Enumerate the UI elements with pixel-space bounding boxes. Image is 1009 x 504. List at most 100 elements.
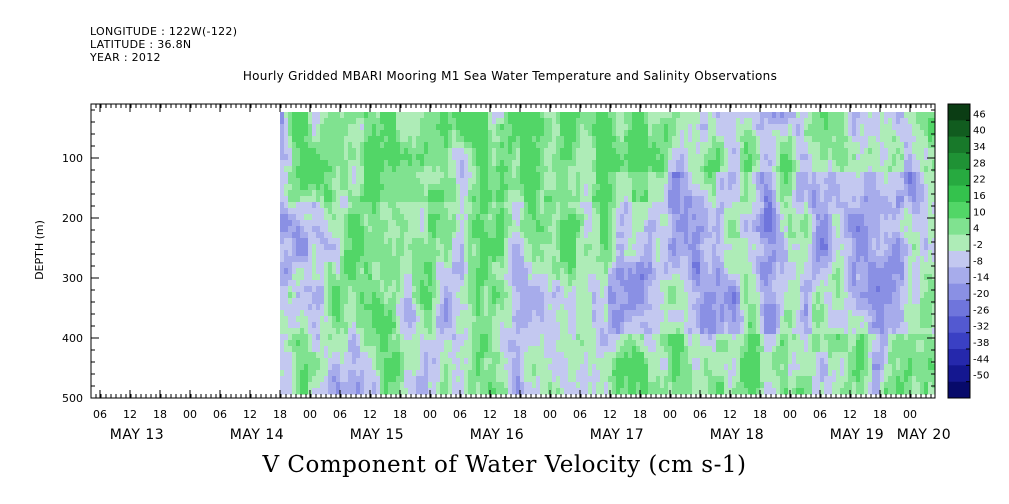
heatmap-cell (428, 268, 433, 275)
heatmap-cell (488, 340, 493, 347)
heatmap-cell (368, 160, 373, 167)
heatmap-cell (632, 166, 637, 173)
heatmap-cell (632, 376, 637, 383)
heatmap-cell (656, 304, 661, 311)
heatmap-cell (348, 316, 353, 323)
heatmap-cell (284, 274, 289, 281)
heatmap-cell (648, 358, 653, 365)
heatmap-cell (444, 148, 449, 155)
heatmap-cell (656, 160, 661, 167)
heatmap-cell (684, 124, 689, 131)
heatmap-cell (672, 256, 677, 263)
heatmap-cell (524, 304, 529, 311)
heatmap-cell (440, 220, 445, 227)
heatmap-cell (580, 310, 585, 317)
heatmap-cell (472, 346, 477, 353)
heatmap-cell (520, 184, 525, 191)
heatmap-cell (448, 154, 453, 161)
heatmap-cell (476, 178, 481, 185)
heatmap-cell (700, 256, 705, 263)
heatmap-cell (468, 112, 473, 119)
heatmap-cell (520, 154, 525, 161)
heatmap-cell (348, 280, 353, 287)
heatmap-cell (324, 220, 329, 227)
heatmap-cell (312, 208, 317, 215)
heatmap-cell (436, 220, 441, 227)
heatmap-cell (516, 310, 521, 317)
heatmap-cell (700, 202, 705, 209)
heatmap-cell (308, 382, 313, 389)
heatmap-cell (540, 166, 545, 173)
heatmap-cell (600, 382, 605, 389)
heatmap-cell (608, 220, 613, 227)
heatmap-cell (468, 328, 473, 335)
heatmap-cell (436, 358, 441, 365)
heatmap-cell (544, 322, 549, 329)
heatmap-cell (352, 262, 357, 269)
heatmap-cell (404, 334, 409, 341)
heatmap-cell (460, 238, 465, 245)
heatmap-cell (644, 328, 649, 335)
heatmap-cell (404, 214, 409, 221)
heatmap-cell (560, 370, 565, 377)
heatmap-cell (568, 202, 573, 209)
heatmap-cell (508, 220, 513, 227)
heatmap-cell (532, 238, 537, 245)
heatmap-cell (324, 154, 329, 161)
heatmap-cell (456, 298, 461, 305)
heatmap-cell (532, 196, 537, 203)
heatmap-cell (412, 130, 417, 137)
heatmap-cell (628, 136, 633, 143)
heatmap-cell (600, 196, 605, 203)
heatmap-cell (396, 370, 401, 377)
heatmap-cell (648, 130, 653, 137)
heatmap-cell (472, 382, 477, 389)
heatmap-cell (484, 220, 489, 227)
heatmap-cell (432, 358, 437, 365)
heatmap-cell (408, 262, 413, 269)
heatmap-cell (352, 370, 357, 377)
heatmap-cell (512, 178, 517, 185)
heatmap-cell (536, 184, 541, 191)
heatmap-cell (504, 262, 509, 269)
heatmap-cell (416, 130, 421, 137)
heatmap-cell (568, 274, 573, 281)
heatmap-cell (304, 322, 309, 329)
heatmap-cell (320, 160, 325, 167)
heatmap-cell (536, 346, 541, 353)
heatmap-cell (684, 184, 689, 191)
heatmap-cell (348, 148, 353, 155)
heatmap-cell (644, 262, 649, 269)
heatmap-cell (400, 346, 405, 353)
heatmap-cell (688, 244, 693, 251)
heatmap-cell (544, 298, 549, 305)
heatmap-cell (544, 250, 549, 257)
heatmap-cell (488, 244, 493, 251)
heatmap-cell (428, 292, 433, 299)
heatmap-cell (528, 298, 533, 305)
heatmap-cell (388, 148, 393, 155)
heatmap-cell (616, 130, 621, 137)
heatmap-cell (584, 124, 589, 131)
heatmap-cell (304, 178, 309, 185)
heatmap-cell (460, 232, 465, 239)
heatmap-cell (372, 286, 377, 293)
heatmap-cell (596, 358, 601, 365)
heatmap-cell (308, 310, 313, 317)
heatmap-cell (436, 364, 441, 371)
heatmap-cell (676, 292, 681, 299)
heatmap-cell (324, 184, 329, 191)
heatmap-cell (332, 130, 337, 137)
heatmap-cell (684, 154, 689, 161)
heatmap-cell (460, 256, 465, 263)
heatmap-cell (620, 136, 625, 143)
heatmap-cell (604, 268, 609, 275)
heatmap-cell (608, 238, 613, 245)
heatmap-cell (320, 322, 325, 329)
heatmap-cell (632, 388, 637, 395)
heatmap-cell (408, 376, 413, 383)
heatmap-cell (392, 340, 397, 347)
heatmap-cell (420, 208, 425, 215)
heatmap-cell (340, 274, 345, 281)
heatmap-cell (388, 172, 393, 179)
